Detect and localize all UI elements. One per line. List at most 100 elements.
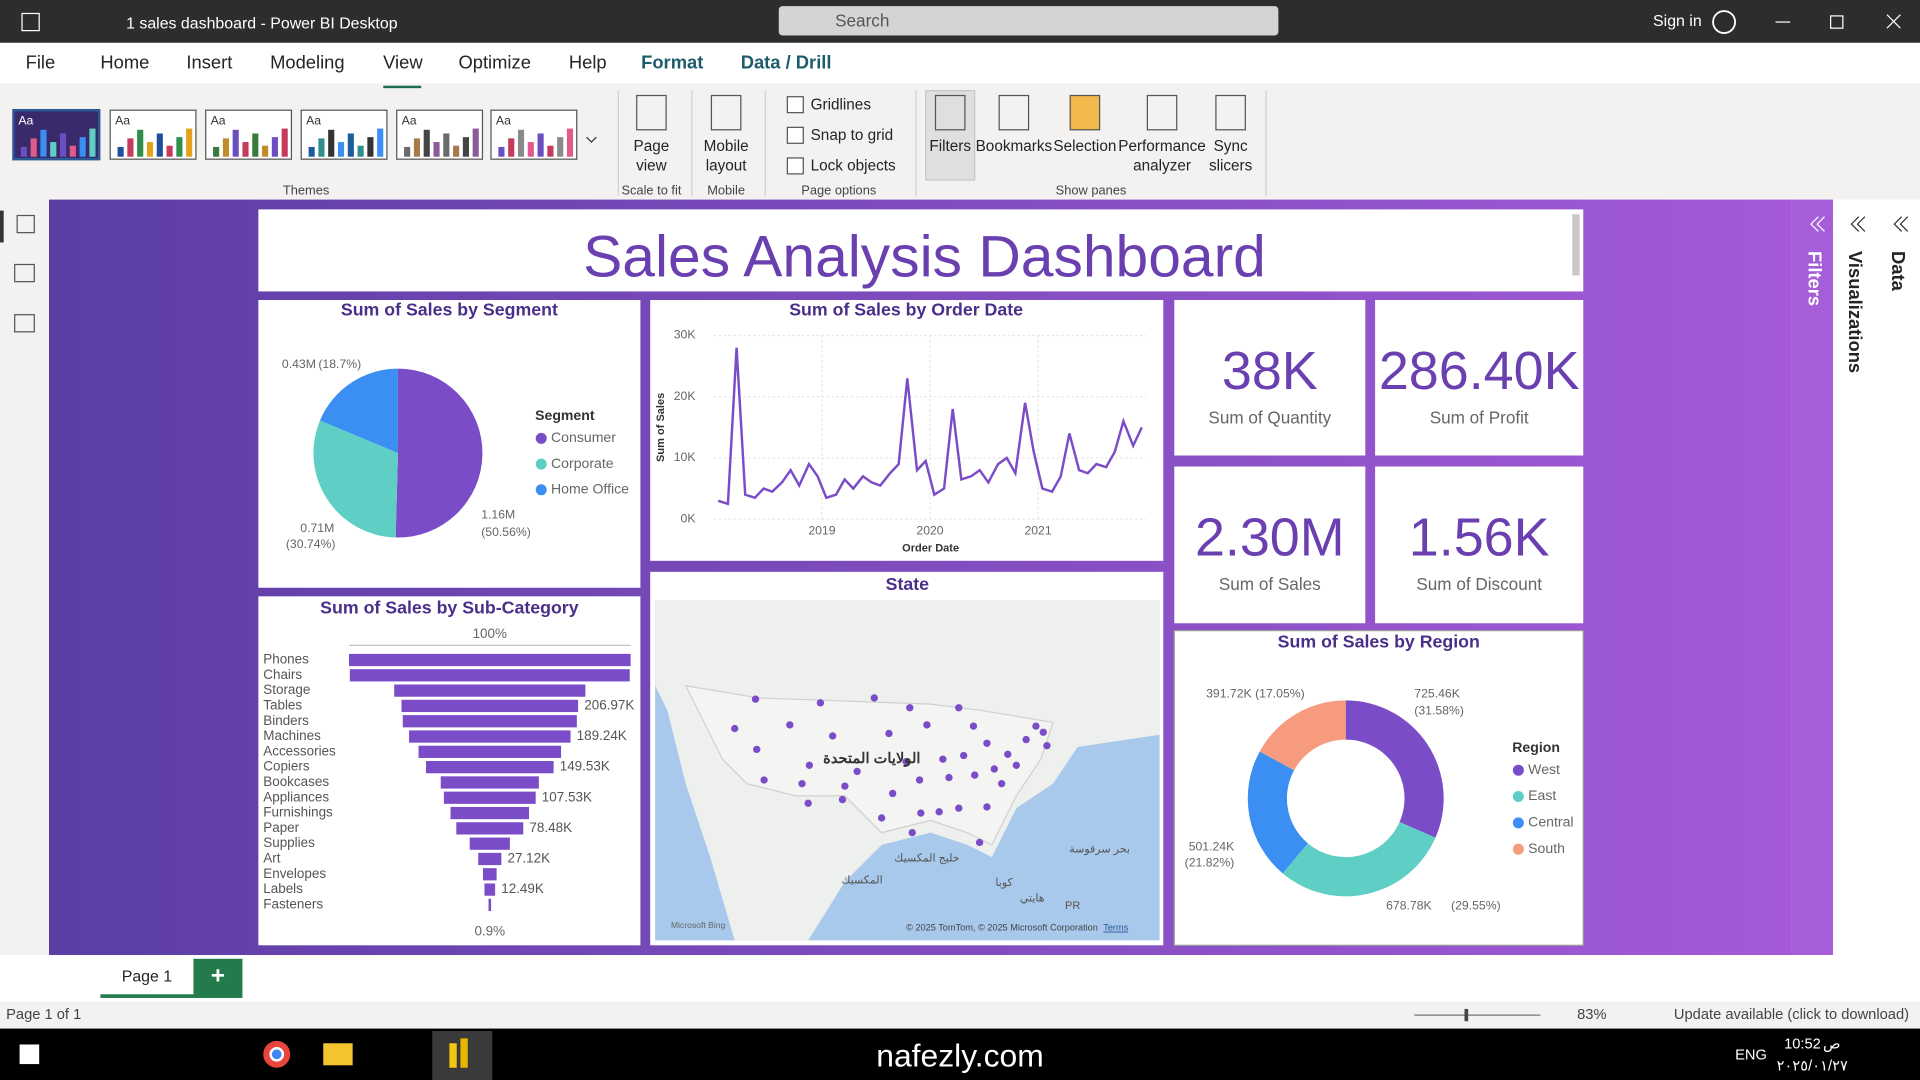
map-dot[interactable] <box>960 751 968 760</box>
map-dot[interactable] <box>997 780 1006 788</box>
ribbon-icon[interactable] <box>636 94 667 131</box>
map-dot[interactable] <box>1022 735 1030 744</box>
map-dot[interactable] <box>888 789 897 798</box>
filters-button-bg[interactable] <box>925 90 976 181</box>
map-dot[interactable] <box>955 704 963 712</box>
map-dot[interactable] <box>731 724 739 733</box>
map-dot[interactable] <box>798 780 806 788</box>
map-dot[interactable] <box>983 739 991 747</box>
zoom-thumb[interactable] <box>1464 1008 1469 1022</box>
menu-item[interactable]: Modeling <box>270 52 345 73</box>
ribbon-icon[interactable] <box>1146 94 1178 131</box>
funnel-bar[interactable] <box>402 715 577 728</box>
ribbon-icon[interactable] <box>1069 94 1101 131</box>
funnel-bar[interactable] <box>348 653 631 667</box>
funnel-bar[interactable] <box>469 837 510 850</box>
start-button[interactable] <box>19 1044 40 1065</box>
pane-collapse[interactable] <box>1893 216 1909 232</box>
map-dot[interactable] <box>915 776 924 784</box>
ribbon-icon[interactable] <box>1215 94 1246 131</box>
funnel-bar[interactable] <box>425 761 554 774</box>
pane-label[interactable]: Filters <box>1805 251 1826 306</box>
map-dot[interactable] <box>1039 728 1047 736</box>
map-dot[interactable] <box>939 755 947 763</box>
pane-label[interactable]: Data <box>1888 251 1909 292</box>
map-dot[interactable] <box>935 808 943 816</box>
table-view-icon[interactable] <box>14 263 35 283</box>
pane-label[interactable]: Visualizations <box>1845 251 1866 373</box>
map-dot[interactable] <box>902 757 910 766</box>
funnel-bar[interactable] <box>443 791 536 804</box>
map-dot[interactable] <box>969 722 978 730</box>
map-dot[interactable] <box>853 767 861 776</box>
theme-dropdown[interactable] <box>586 136 597 143</box>
funnel-bar[interactable] <box>394 684 586 697</box>
map-dot[interactable] <box>838 795 847 804</box>
explorer-icon[interactable] <box>323 1043 353 1066</box>
map-dot[interactable] <box>955 804 963 812</box>
save-icon[interactable] <box>21 12 40 32</box>
map-dot[interactable] <box>805 761 814 769</box>
funnel-bar[interactable] <box>418 745 562 758</box>
map-dot[interactable] <box>906 704 914 712</box>
restore-button[interactable] <box>1830 15 1844 29</box>
funnel-bar[interactable] <box>450 806 530 820</box>
ribbon-icon[interactable] <box>710 94 742 131</box>
donut-slice[interactable] <box>1345 700 1444 838</box>
menu-item[interactable]: View <box>383 52 423 73</box>
map-dot[interactable] <box>917 809 925 817</box>
funnel-bar[interactable] <box>484 883 496 896</box>
legend-label[interactable]: West <box>1528 761 1560 777</box>
donut-slice[interactable] <box>1282 821 1436 897</box>
add-page-button[interactable] <box>193 958 243 998</box>
model-view-icon[interactable] <box>14 314 35 333</box>
menu-item[interactable]: Insert <box>186 52 232 73</box>
pane-collapse[interactable] <box>1810 216 1825 232</box>
funnel-bar[interactable] <box>440 776 539 789</box>
legend-label[interactable]: Consumer <box>551 429 616 445</box>
map-dot[interactable] <box>1032 722 1040 730</box>
pie-slice[interactable] <box>320 368 398 454</box>
close-button[interactable] <box>1886 14 1901 29</box>
map-dot[interactable] <box>753 745 761 754</box>
ribbon-icon[interactable] <box>998 94 1030 131</box>
map-dot[interactable] <box>975 838 984 847</box>
pane-collapse[interactable] <box>1850 216 1866 232</box>
filters-pane[interactable] <box>1791 199 1834 956</box>
map-dot[interactable] <box>971 771 979 779</box>
map-dot[interactable] <box>1043 742 1051 750</box>
menu-item[interactable]: Help <box>569 52 607 73</box>
map-dot[interactable] <box>751 695 760 703</box>
map-dot[interactable] <box>945 773 953 782</box>
map-dot[interactable] <box>885 729 893 738</box>
map-dot[interactable] <box>1012 761 1020 769</box>
map-dot[interactable] <box>908 828 916 837</box>
map-dot[interactable] <box>760 776 768 784</box>
update-notice[interactable]: Update available (click to download) <box>1674 1007 1909 1023</box>
legend-label[interactable]: South <box>1528 840 1565 856</box>
report-view-icon[interactable] <box>16 214 35 234</box>
map-terms[interactable]: Terms <box>1103 923 1128 933</box>
account-icon[interactable] <box>1712 10 1737 34</box>
funnel-bar[interactable] <box>478 852 502 866</box>
donut-slice[interactable] <box>1247 751 1308 874</box>
map-dot[interactable] <box>990 765 998 773</box>
add-page[interactable]: + <box>211 963 225 990</box>
map-dot[interactable] <box>1004 750 1012 758</box>
map-dot[interactable] <box>816 699 825 707</box>
map-dot[interactable] <box>923 721 931 729</box>
map-dot[interactable] <box>877 814 886 822</box>
page-tab[interactable]: Page 1 <box>122 968 173 985</box>
checkbox[interactable] <box>786 157 804 175</box>
funnel-bar[interactable] <box>409 730 571 743</box>
menu-item[interactable]: Data / Drill <box>741 52 832 73</box>
legend-label[interactable]: East <box>1528 787 1556 803</box>
ribbon-icon[interactable] <box>934 94 966 131</box>
map-dot[interactable] <box>841 782 849 790</box>
funnel-bar[interactable] <box>456 822 524 835</box>
funnel-bar[interactable] <box>349 669 630 682</box>
funnel-bar[interactable] <box>401 699 579 713</box>
pie-slice[interactable] <box>313 420 398 538</box>
menu-item[interactable]: Home <box>100 52 149 73</box>
map-dot[interactable] <box>870 694 878 702</box>
